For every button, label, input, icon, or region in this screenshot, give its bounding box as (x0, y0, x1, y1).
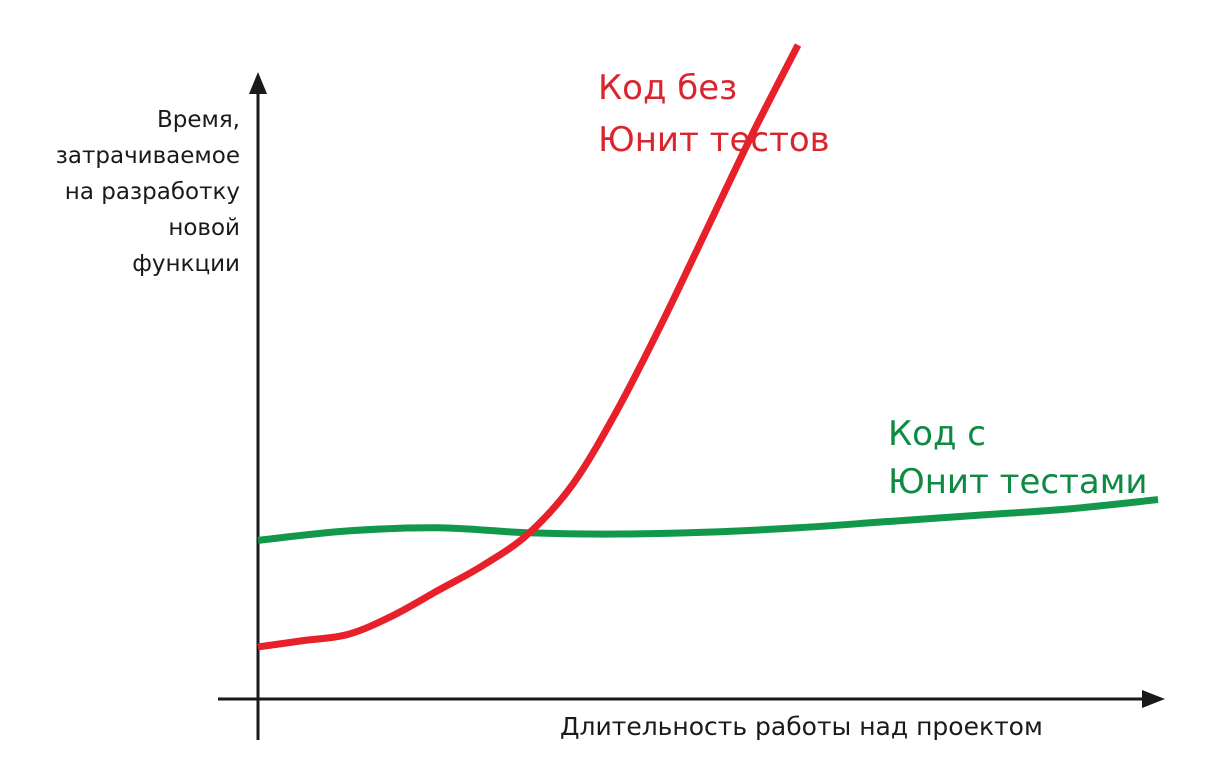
y-axis-label: Время, затрачиваемое на разработку новой… (0, 102, 240, 282)
series-label-with-tests: Код с Юнит тестами (888, 410, 1147, 506)
series-label-line: Код с (888, 414, 986, 454)
series-line-with-tests (257, 496, 1159, 544)
y-axis-label-line: функции (132, 251, 240, 277)
series-label-line: Код без (598, 68, 738, 108)
y-axis-label-line: затрачиваемое (55, 143, 240, 169)
series-label-line: Юнит тестов (598, 120, 830, 160)
axes (218, 72, 1165, 740)
y-axis-label-line: на разработку (64, 179, 240, 205)
series-layer (257, 43, 1159, 651)
x-axis-label: Длительность работы над проектом (560, 712, 1043, 741)
series-label-line: Юнит тестами (888, 462, 1148, 502)
y-axis-label-line: новой (168, 215, 240, 241)
series-line-without-tests (257, 43, 802, 651)
series-label-without-tests: Код без Юнит тестов (598, 62, 830, 166)
x-axis-arrow (1142, 690, 1165, 708)
y-axis-arrow (249, 72, 267, 94)
y-axis-label-line: Время, (156, 107, 240, 133)
